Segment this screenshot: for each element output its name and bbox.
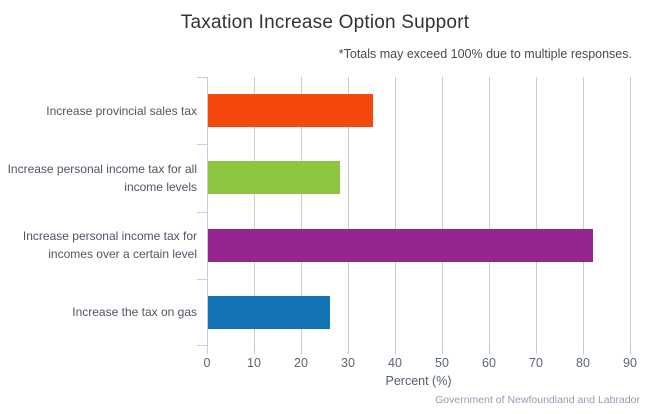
category-label-text: Increase the tax on gas	[72, 305, 197, 320]
chart-title: Taxation Increase Option Support	[180, 12, 470, 33]
value-tick-label: 40	[388, 356, 402, 370]
category-label-text: Increase provincial sales tax	[46, 103, 197, 118]
gridline	[629, 77, 631, 346]
category-axis-tick	[197, 212, 207, 213]
value-tick-label: 60	[482, 356, 496, 370]
gridline	[488, 77, 490, 346]
bar-3[interactable]	[208, 228, 594, 262]
value-tick-label: 70	[529, 356, 543, 370]
category-label-text: Increase personal income tax for incomes…	[22, 229, 197, 262]
value-tick-label: 80	[576, 356, 590, 370]
value-axis-tick	[488, 346, 490, 354]
category-label: Increase provincial sales tax	[0, 77, 197, 144]
value-tick-label: 20	[294, 356, 308, 370]
value-tick-label: 90	[623, 356, 637, 370]
category-label: Increase personal income tax for all inc…	[0, 144, 197, 211]
category-label: Increase the tax on gas	[0, 279, 197, 346]
category-axis-tick	[197, 77, 207, 78]
value-axis-tick	[253, 346, 255, 354]
value-axis-tick	[582, 346, 584, 354]
plot-area	[197, 77, 631, 354]
bar-1[interactable]	[208, 94, 373, 128]
gridline	[535, 77, 537, 346]
x-axis-title: Percent (%)	[385, 374, 452, 388]
gridline	[253, 77, 255, 346]
category-axis-tick	[197, 345, 207, 346]
category-label-text: Increase personal income tax for all inc…	[7, 161, 197, 194]
value-axis-tick	[535, 346, 537, 354]
gridline	[441, 77, 443, 346]
chart-credits-link[interactable]: Government of Newfoundland and Labrador	[435, 394, 640, 406]
category-axis-labels: Increase provincial sales tax Increase pe…	[0, 77, 197, 346]
value-tick-label: 0	[203, 356, 211, 370]
chart-subtitle: *Totals may exceed 100% due to multiple …	[338, 47, 632, 61]
value-tick-label: 50	[435, 356, 449, 370]
category-axis-tick	[197, 279, 207, 280]
value-tick-label: 30	[341, 356, 355, 370]
value-axis-tick	[441, 346, 443, 354]
value-axis-tick-labels: 0 10 20 30 40 50 60 70 80 90	[204, 356, 637, 370]
value-tick-label: 10	[247, 356, 261, 370]
gridline	[347, 77, 349, 346]
category-axis-tick	[197, 144, 207, 145]
value-axis-tick	[300, 346, 302, 354]
category-label: Increase personal income tax for incomes…	[0, 212, 197, 279]
value-axis-tick	[394, 346, 396, 354]
bar-4[interactable]	[208, 295, 331, 329]
gridline	[582, 77, 584, 346]
category-axis-line	[207, 77, 208, 351]
value-axis-tick	[347, 346, 349, 354]
value-axis-tick	[629, 346, 631, 354]
gridline	[300, 77, 302, 346]
gridline	[394, 77, 396, 346]
bar-2[interactable]	[208, 161, 340, 195]
